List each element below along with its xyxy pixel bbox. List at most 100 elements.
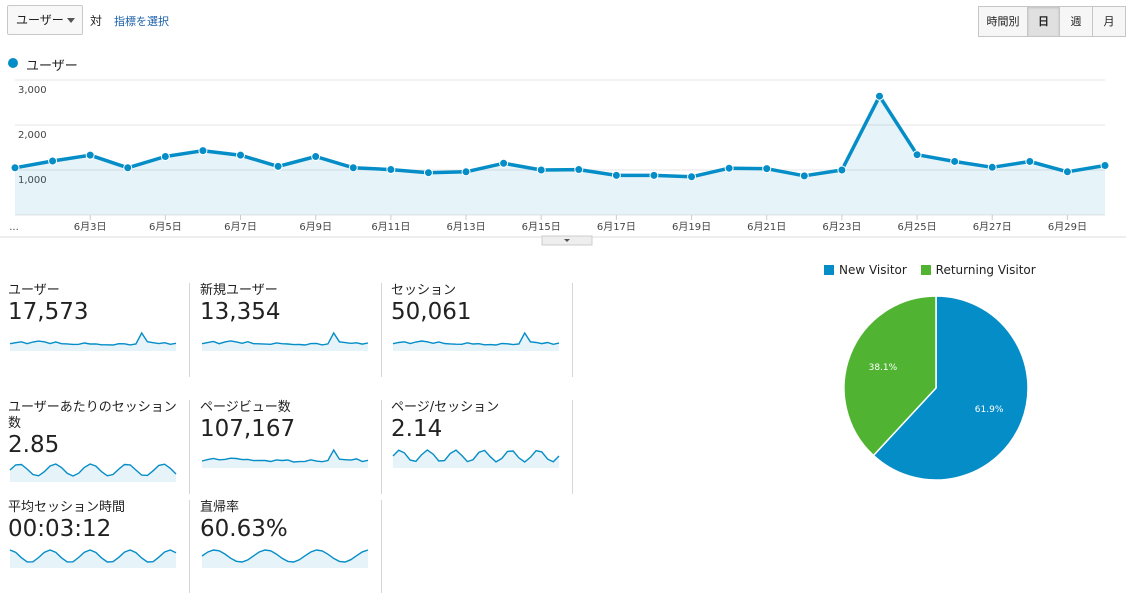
metric-sparkline (392, 449, 560, 468)
data-point (311, 152, 321, 161)
tile-divider (189, 283, 190, 377)
collapse-handle[interactable] (541, 235, 593, 246)
metric-tile-label: 新規ユーザー (200, 283, 278, 298)
x-tick-label: ... (9, 222, 19, 233)
metric-tile[interactable]: セッション 50,061 (391, 283, 563, 353)
metric-tile-label: セッション (391, 283, 457, 298)
metric-sparkline (392, 331, 560, 351)
metric-tile[interactable]: ページ/セッション 2.14 (391, 400, 563, 470)
sparkline-area (202, 550, 368, 568)
sparkline-line (392, 331, 560, 346)
sparkline-line (201, 448, 369, 463)
metric-tile-label: ページビュー数 (200, 400, 291, 415)
metric-sparkline (201, 549, 369, 568)
metric-tile-value: 00:03:12 (8, 516, 112, 542)
pie-slice (872, 295, 1029, 481)
data-point (837, 165, 847, 175)
data-point (950, 156, 960, 166)
series-points (10, 91, 1110, 182)
metric-tile[interactable]: 平均セッション時間 00:03:12 (8, 500, 180, 570)
metric-tile[interactable]: ユーザーあたりのセッション数 2.85 (8, 400, 180, 484)
sparkline-area (10, 550, 176, 568)
data-point (687, 172, 697, 182)
x-tick-label: 6月29日 (1048, 221, 1087, 233)
metric-sparkline (9, 331, 177, 351)
pie-legend: New Visitor Returning Visitor (824, 263, 1036, 277)
tile-divider (572, 400, 573, 494)
tile-divider (189, 400, 190, 494)
metric-sparkline (9, 463, 177, 482)
x-tick-label: 6月19日 (672, 221, 711, 233)
data-point (724, 163, 734, 173)
data-point (386, 165, 396, 175)
data-point (1100, 161, 1110, 170)
metric-tile-label: 直帰率 (200, 500, 240, 515)
x-tick-label: 6月5日 (149, 221, 182, 233)
metric-tile[interactable]: 新規ユーザー 13,354 (200, 283, 372, 353)
data-point (536, 165, 546, 175)
sparkline-line (392, 449, 560, 463)
pie-slice-label: 61.9% (975, 405, 1004, 415)
series-area (15, 96, 1105, 215)
pie-legend-returning[interactable]: Returning Visitor (920, 263, 1036, 277)
data-point (1062, 167, 1072, 177)
x-tick-label: 6月15日 (522, 221, 561, 233)
sparkline-area (393, 450, 559, 468)
sparkline-line (201, 331, 369, 346)
main-legend-label: ユーザー (26, 59, 78, 74)
metric-tile[interactable]: ユーザー 17,573 (8, 283, 180, 353)
metric-tile-value: 50,061 (391, 299, 472, 325)
metric-tile[interactable]: 直帰率 60.63% (200, 500, 372, 570)
x-tick-label: 6月9日 (299, 221, 332, 233)
granularity-hourly-button[interactable]: 時間別 (978, 6, 1028, 37)
metric-tile-value: 60.63% (200, 516, 288, 542)
data-point (574, 165, 584, 175)
metric-tile-value: 107,167 (200, 416, 296, 442)
data-point (423, 168, 433, 178)
sparkline-area (393, 333, 559, 351)
select-metric-link[interactable]: 指標を選択 (114, 15, 169, 28)
metric-sparkline (9, 549, 177, 568)
data-point (348, 163, 358, 173)
visitor-pie-chart: 61.9% 38.1% (843, 295, 1029, 481)
data-point (198, 146, 208, 156)
pie-legend-new[interactable]: New Visitor (824, 263, 911, 277)
metric-select-value: ユーザー (16, 13, 64, 27)
pie-slice-label: 38.1% (869, 363, 898, 373)
data-point (236, 150, 246, 160)
granularity-month-button[interactable]: 月 (1092, 6, 1126, 37)
data-point (987, 162, 997, 172)
data-point (499, 158, 509, 168)
y-tick-label: 1,000 (18, 175, 47, 186)
data-point (48, 156, 58, 166)
metric-tile-label: ユーザーあたりのセッション数 (8, 400, 177, 431)
metric-tile-label: 平均セッション時間 (8, 500, 126, 515)
legend-swatch-icon (824, 265, 834, 275)
tile-divider (572, 283, 573, 377)
granularity-week-button[interactable]: 週 (1059, 6, 1093, 37)
metric-select[interactable]: ユーザー (7, 5, 83, 35)
data-point (10, 163, 20, 173)
metric-tile[interactable]: ページビュー数 107,167 (200, 400, 372, 470)
sparkline-area (202, 450, 368, 468)
granularity-day-button[interactable]: 日 (1027, 6, 1060, 37)
tile-divider (189, 500, 190, 593)
data-point (85, 150, 95, 160)
metric-tile-value: 2.85 (8, 432, 60, 458)
sparkline-line (201, 549, 369, 563)
data-point (649, 170, 659, 180)
legend-swatch-icon (920, 265, 931, 275)
tile-divider (381, 400, 382, 494)
data-point (874, 91, 884, 101)
y-axis-ticks: 1,000 2,000 3,000 (18, 85, 47, 186)
metric-sparkline (201, 331, 369, 351)
vs-label: 対 (90, 14, 103, 28)
metric-sparkline (201, 448, 369, 468)
data-point (160, 152, 170, 161)
x-tick-label: 6月7日 (224, 221, 257, 233)
data-point (123, 163, 133, 173)
x-tick-label: 6月11日 (371, 221, 410, 233)
metric-tile-value: 13,354 (200, 299, 281, 325)
series-dot-icon (8, 58, 18, 68)
data-point (762, 164, 772, 174)
